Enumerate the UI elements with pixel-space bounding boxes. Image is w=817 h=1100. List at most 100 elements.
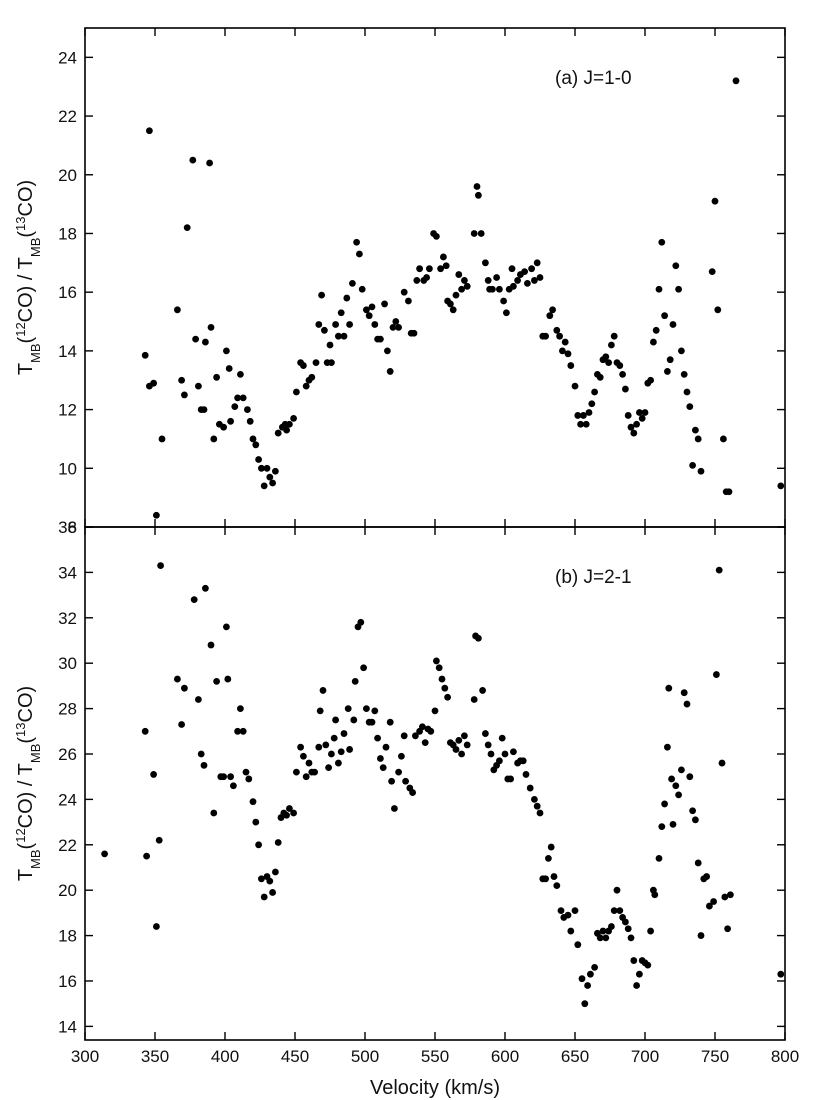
data-point (249, 435, 257, 443)
data-point (189, 156, 197, 164)
data-point (777, 482, 785, 490)
data-point (725, 488, 733, 496)
data-point (675, 791, 682, 799)
data-point (610, 332, 618, 340)
data-point (335, 332, 342, 340)
data-point (302, 773, 310, 781)
data-point (553, 882, 561, 890)
data-point (413, 277, 421, 284)
y-axis-label-part: ( (15, 842, 37, 849)
data-point (482, 730, 489, 737)
data-point (283, 811, 290, 819)
data-point (610, 907, 618, 915)
data-point (613, 886, 621, 894)
data-point (237, 705, 244, 712)
x-tick-label: 450 (281, 1047, 309, 1066)
data-point (423, 274, 430, 281)
data-point (496, 757, 503, 765)
data-point (426, 265, 433, 273)
data-point (223, 623, 230, 631)
data-point (363, 306, 370, 314)
data-point (661, 800, 668, 808)
data-point (302, 382, 310, 390)
y-tick-label: 28 (58, 700, 77, 719)
data-point (400, 288, 408, 296)
y-axis-label-part: T (15, 869, 37, 881)
data-point (433, 233, 440, 240)
data-point (346, 321, 353, 328)
data-point (661, 312, 668, 320)
data-point (207, 324, 215, 331)
data-point (545, 855, 552, 862)
data-point (319, 687, 327, 694)
data-point (195, 696, 202, 703)
y-tick-label: 22 (58, 836, 77, 855)
data-point (349, 279, 356, 287)
data-point (286, 805, 293, 812)
data-point (231, 403, 239, 411)
y-tick-label: 20 (58, 881, 77, 900)
data-point (715, 566, 723, 574)
data-point (427, 727, 435, 735)
data-point (708, 268, 716, 276)
data-point (602, 353, 610, 361)
data-point (101, 850, 108, 858)
data-point (522, 771, 530, 778)
y-tick-label: 18 (58, 927, 77, 946)
data-point (181, 391, 188, 399)
data-point (591, 388, 598, 396)
data-point (557, 907, 565, 915)
data-point (437, 265, 444, 273)
data-point (340, 730, 348, 737)
data-point (574, 941, 582, 949)
data-point (311, 768, 318, 776)
data-point (315, 743, 323, 751)
data-point (452, 746, 460, 753)
x-tick-label: 400 (211, 1047, 239, 1066)
data-point (444, 693, 451, 701)
y-axis-label-part: CO) (15, 686, 37, 723)
data-point (365, 312, 373, 320)
data-point (213, 677, 221, 685)
data-point (441, 684, 449, 692)
data-point (697, 467, 705, 475)
data-point (332, 321, 339, 328)
data-point (158, 435, 166, 443)
data-point (337, 309, 345, 317)
data-point (174, 306, 181, 314)
data-point (143, 852, 151, 860)
data-point (484, 277, 492, 284)
data-point (246, 417, 254, 425)
data-point (619, 370, 626, 378)
x-tick-label: 600 (491, 1047, 519, 1066)
data-point (463, 282, 471, 290)
data-point (346, 746, 353, 753)
data-point (732, 77, 740, 85)
data-point (286, 420, 293, 428)
data-point (325, 764, 332, 772)
data-point (224, 675, 232, 683)
data-point (683, 700, 691, 708)
data-point (438, 675, 446, 683)
data-point (507, 775, 514, 783)
y-axis-label-part: ( (15, 231, 37, 238)
data-point (207, 641, 215, 649)
data-point (416, 265, 423, 273)
data-point (353, 238, 360, 246)
y-axis-label-part: T (15, 363, 37, 375)
data-point (521, 268, 528, 276)
data-point (300, 752, 307, 760)
data-point (312, 359, 320, 367)
data-point (531, 795, 538, 803)
data-point (391, 805, 398, 812)
data-point (665, 684, 673, 692)
data-point (484, 741, 492, 749)
data-point (578, 975, 586, 983)
data-point (377, 335, 384, 343)
x-tick-label: 350 (141, 1047, 169, 1066)
plot-frame (84, 27, 786, 528)
x-tick-label: 750 (701, 1047, 729, 1066)
data-point (633, 420, 640, 428)
data-point (536, 809, 544, 817)
y-tick-label: 26 (58, 745, 77, 764)
